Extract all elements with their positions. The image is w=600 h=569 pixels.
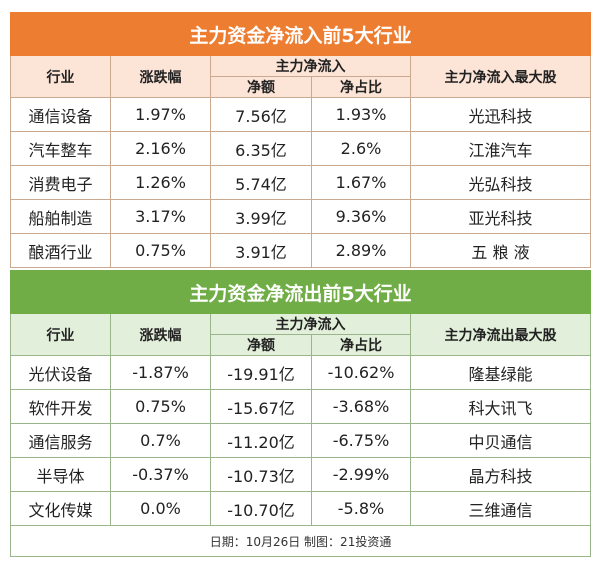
- cell-top-stock: 五 粮 液: [409, 233, 592, 268]
- cell-change: 0.75%: [110, 389, 211, 424]
- footer-note: 日期：10月26日 制图：21投资通: [9, 525, 592, 557]
- cell-industry: 通信设备: [10, 97, 111, 132]
- cell-amount: 7.56亿: [210, 97, 312, 132]
- cell-industry: 文化传媒: [10, 491, 111, 526]
- header-industry: 行业: [10, 55, 111, 98]
- cell-ratio: -3.68%: [311, 389, 411, 424]
- cell-change: -1.87%: [110, 355, 211, 390]
- cell-amount: 6.35亿: [210, 131, 312, 166]
- cell-top-stock: 隆基绿能: [409, 355, 592, 390]
- table-row: 光伏设备 -1.87% -19.91亿 -10.62% 隆基绿能: [10, 355, 592, 390]
- cell-top-stock: 光迅科技: [409, 97, 592, 132]
- table-row: 通信服务 0.7% -11.20亿 -6.75% 中贝通信: [10, 423, 592, 458]
- header-change: 涨跌幅: [110, 313, 211, 356]
- cell-top-stock: 科大讯飞: [409, 389, 592, 424]
- cell-ratio: 1.93%: [311, 97, 411, 132]
- outflow-title: 主力资金净流出前5大行业: [9, 270, 592, 314]
- cell-change: 1.26%: [110, 165, 211, 200]
- cell-top-stock: 中贝通信: [409, 423, 592, 458]
- table-row: 文化传媒 0.0% -10.70亿 -5.8% 三维通信: [10, 491, 592, 526]
- cell-change: 0.75%: [110, 233, 211, 268]
- cell-top-stock: 晶方科技: [409, 457, 592, 492]
- cell-industry: 船舶制造: [10, 199, 111, 234]
- cell-amount: -19.91亿: [210, 355, 312, 390]
- cell-top-stock: 三维通信: [409, 491, 592, 526]
- cell-amount: -10.73亿: [210, 457, 312, 492]
- cell-industry: 通信服务: [10, 423, 111, 458]
- cell-change: 2.16%: [110, 131, 211, 166]
- cell-top-stock: 光弘科技: [409, 165, 592, 200]
- cell-industry: 消费电子: [10, 165, 111, 200]
- cell-ratio: 9.36%: [311, 199, 411, 234]
- table-row: 船舶制造 3.17% 3.99亿 9.36% 亚光科技: [10, 199, 592, 234]
- cell-amount: -11.20亿: [210, 423, 312, 458]
- cell-ratio: -5.8%: [311, 491, 411, 526]
- fund-flow-tables: 主力资金净流入前5大行业 行业 涨跌幅 主力净流入 主力净流入最大股 净额 净占比 通信…: [9, 12, 592, 557]
- cell-industry: 光伏设备: [10, 355, 111, 390]
- inflow-table: 主力资金净流入前5大行业 行业 涨跌幅 主力净流入 主力净流入最大股 净额 净占比 通信…: [9, 12, 592, 268]
- cell-top-stock: 亚光科技: [409, 199, 592, 234]
- cell-amount: -15.67亿: [210, 389, 312, 424]
- table-row: 通信设备 1.97% 7.56亿 1.93% 光迅科技: [10, 97, 592, 132]
- cell-change: -0.37%: [110, 457, 211, 492]
- cell-amount: 3.99亿: [210, 199, 312, 234]
- cell-industry: 酿酒行业: [10, 233, 111, 268]
- header-amount: 净额: [210, 334, 312, 356]
- cell-ratio: -6.75%: [311, 423, 411, 458]
- header-change: 涨跌幅: [110, 55, 211, 98]
- cell-industry: 汽车整车: [10, 131, 111, 166]
- cell-ratio: -2.99%: [311, 457, 411, 492]
- cell-ratio: 2.89%: [311, 233, 411, 268]
- cell-ratio: -10.62%: [311, 355, 411, 390]
- cell-change: 1.97%: [110, 97, 211, 132]
- cell-ratio: 1.67%: [311, 165, 411, 200]
- header-ratio: 净占比: [311, 76, 411, 98]
- header-net-inflow: 主力净流入: [210, 313, 411, 335]
- cell-industry: 半导体: [10, 457, 111, 492]
- header-top-stock: 主力净流出最大股: [409, 313, 592, 356]
- header-industry: 行业: [10, 313, 111, 356]
- header-amount: 净额: [210, 76, 312, 98]
- table-row: 半导体 -0.37% -10.73亿 -2.99% 晶方科技: [10, 457, 592, 492]
- cell-change: 3.17%: [110, 199, 211, 234]
- cell-amount: 3.91亿: [210, 233, 312, 268]
- outflow-table: 主力资金净流出前5大行业 行业 涨跌幅 主力净流入 主力净流出最大股 净额 净占比 光伏…: [9, 270, 592, 557]
- cell-amount: 5.74亿: [210, 165, 312, 200]
- cell-change: 0.0%: [110, 491, 211, 526]
- header-net-inflow: 主力净流入: [210, 55, 411, 77]
- cell-change: 0.7%: [110, 423, 211, 458]
- cell-ratio: 2.6%: [311, 131, 411, 166]
- cell-top-stock: 江淮汽车: [409, 131, 592, 166]
- table-row: 酿酒行业 0.75% 3.91亿 2.89% 五 粮 液: [10, 233, 592, 268]
- header-top-stock: 主力净流入最大股: [409, 55, 592, 98]
- cell-industry: 软件开发: [10, 389, 111, 424]
- table-row: 汽车整车 2.16% 6.35亿 2.6% 江淮汽车: [10, 131, 592, 166]
- inflow-title: 主力资金净流入前5大行业: [9, 12, 592, 56]
- table-row: 消费电子 1.26% 5.74亿 1.67% 光弘科技: [10, 165, 592, 200]
- table-row: 软件开发 0.75% -15.67亿 -3.68% 科大讯飞: [10, 389, 592, 424]
- cell-amount: -10.70亿: [210, 491, 312, 526]
- header-ratio: 净占比: [311, 334, 411, 356]
